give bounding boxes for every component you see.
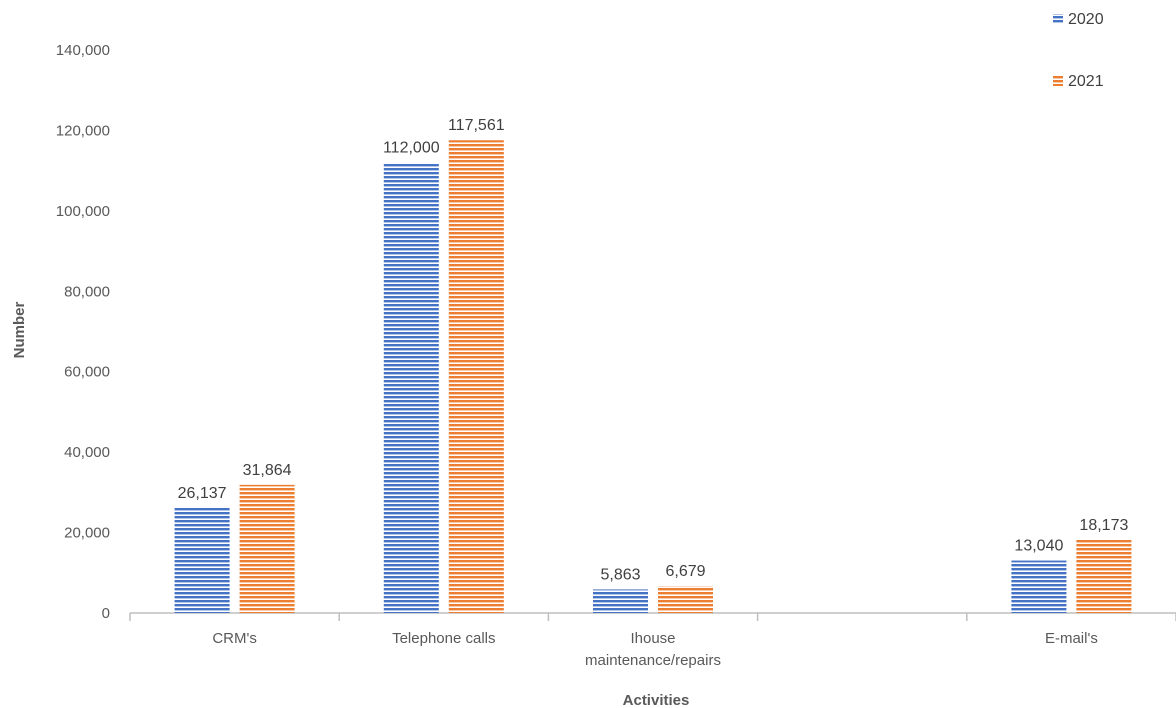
data-label: 13,040 [1014,538,1063,555]
bar-2021-0 [239,484,295,613]
y-tick-label: 100,000 [56,203,110,220]
y-tick-label: 20,000 [64,525,110,542]
data-label: 117,561 [448,117,505,134]
y-axis-title: Number [11,302,28,359]
x-tick-label: Ihouse [630,630,675,647]
bar-2021-4 [1076,539,1132,613]
x-axis-title: Activities [623,692,690,708]
bar-2020-1 [383,162,439,613]
legend-label-2021: 2021 [1068,73,1104,90]
data-label: 18,173 [1079,517,1128,534]
y-tick-label: 140,000 [56,42,110,59]
legend-swatch-2021 [1053,76,1063,86]
data-label: 5,863 [600,566,640,583]
data-label: 6,679 [665,563,705,580]
bar-2021-1 [448,140,504,614]
legend-swatch-2020 [1053,14,1063,24]
data-label: 26,137 [178,485,227,502]
x-tick-label: maintenance/repairs [585,652,721,669]
y-tick-label: 40,000 [64,444,110,461]
legend: 2020 2021 [1053,11,1104,90]
x-tick-label: Telephone calls [392,630,495,647]
bar-2020-2 [593,589,648,613]
y-tick-label: 0 [102,605,110,622]
y-tick-label: 80,000 [64,283,110,300]
x-tick-label: CRM's [212,630,257,647]
y-tick-label: 120,000 [56,122,110,139]
data-labels: 26,137 112,000 5,863 13,040 31,864 117,561 6,6… [178,117,1129,583]
bar-2021-2 [658,586,713,613]
y-axis: 0 20,000 40,000 60,000 80,000 100,000 120,000 1… [56,42,110,622]
legend-label-2020: 2020 [1068,11,1104,28]
y-tick-label: 60,000 [64,364,110,381]
bars [174,140,1132,614]
data-label: 31,864 [243,462,292,479]
data-label: 112,000 [383,140,440,157]
bar-2020-4 [1011,560,1067,613]
bar-2020-0 [174,507,230,613]
x-axis: CRM's Telephone calls Ihouse maintenance/re… [129,612,1176,669]
x-tick-label: E-mail's [1045,630,1098,647]
